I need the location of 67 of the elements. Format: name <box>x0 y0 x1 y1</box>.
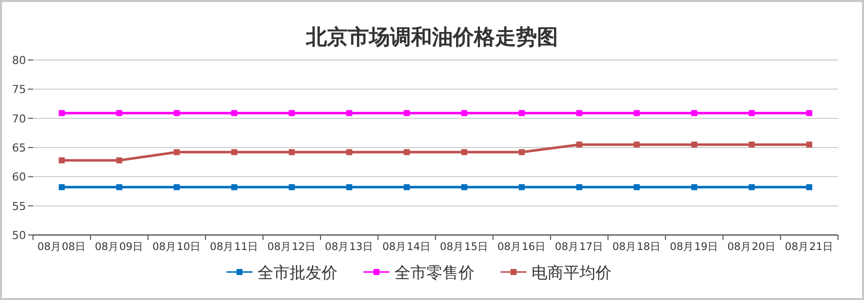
x-tick-label: 08月21日 <box>784 241 834 253</box>
point <box>518 184 525 190</box>
point <box>461 184 468 190</box>
y-tick-label: 50 <box>12 229 26 242</box>
point <box>634 184 640 190</box>
point <box>634 142 640 148</box>
x-tick-label: 08月13日 <box>324 241 374 253</box>
y-tick-label: 70 <box>12 112 26 126</box>
point <box>461 110 468 116</box>
point <box>58 110 65 116</box>
x-tick-label: 08月18日 <box>612 241 662 253</box>
point <box>288 149 295 156</box>
point <box>288 110 295 116</box>
x-tick-label: 08月16日 <box>497 241 546 253</box>
y-tick-label: 60 <box>12 170 26 184</box>
point <box>346 110 352 116</box>
point <box>576 110 582 116</box>
point <box>404 149 410 156</box>
point <box>346 184 352 190</box>
point <box>404 110 410 116</box>
point <box>691 142 698 148</box>
point <box>231 184 238 190</box>
x-tick-label: 08月19日 <box>670 241 719 253</box>
point <box>174 149 180 156</box>
point <box>518 149 525 156</box>
point <box>691 110 698 116</box>
point <box>231 149 238 156</box>
x-tick-label: 08月15日 <box>440 241 489 253</box>
point <box>748 110 755 116</box>
point <box>806 184 812 190</box>
point <box>288 184 295 190</box>
x-tick-label: 08月11日 <box>210 241 259 253</box>
point <box>231 110 238 116</box>
point <box>461 149 468 156</box>
point <box>116 110 122 116</box>
point <box>748 142 755 148</box>
y-tick-label: 75 <box>12 83 26 96</box>
x-tick-label: 08月20日 <box>727 241 776 253</box>
point <box>346 149 352 156</box>
point <box>806 142 812 148</box>
point <box>806 110 812 116</box>
legend-label: 全市零售价 <box>394 263 474 282</box>
point <box>174 184 180 190</box>
point <box>576 142 582 148</box>
point <box>404 184 410 190</box>
x-tick-label: 08月17日 <box>554 241 604 253</box>
chart-title: 北京市场调和油价格走势图 <box>305 25 558 49</box>
point <box>58 157 65 164</box>
point <box>691 184 698 190</box>
x-tick-label: 08月08日 <box>37 241 86 253</box>
point <box>634 110 640 116</box>
point <box>58 184 65 190</box>
point <box>174 110 180 116</box>
y-tick-label: 65 <box>12 142 26 154</box>
point <box>576 184 582 190</box>
x-tick-label: 08月12日 <box>267 241 316 253</box>
point <box>748 184 755 190</box>
point <box>116 184 122 190</box>
legend-label: 电商平均价 <box>532 263 612 282</box>
y-tick-label: 55 <box>12 200 26 213</box>
y-tick-label: 80 <box>12 54 26 67</box>
point <box>116 157 122 164</box>
x-tick-label: 08月09日 <box>94 241 144 253</box>
point <box>518 110 525 116</box>
x-tick-label: 08月10日 <box>152 241 202 253</box>
x-tick-label: 08月14日 <box>382 241 432 253</box>
legend-label: 全市批发价 <box>258 263 338 282</box>
